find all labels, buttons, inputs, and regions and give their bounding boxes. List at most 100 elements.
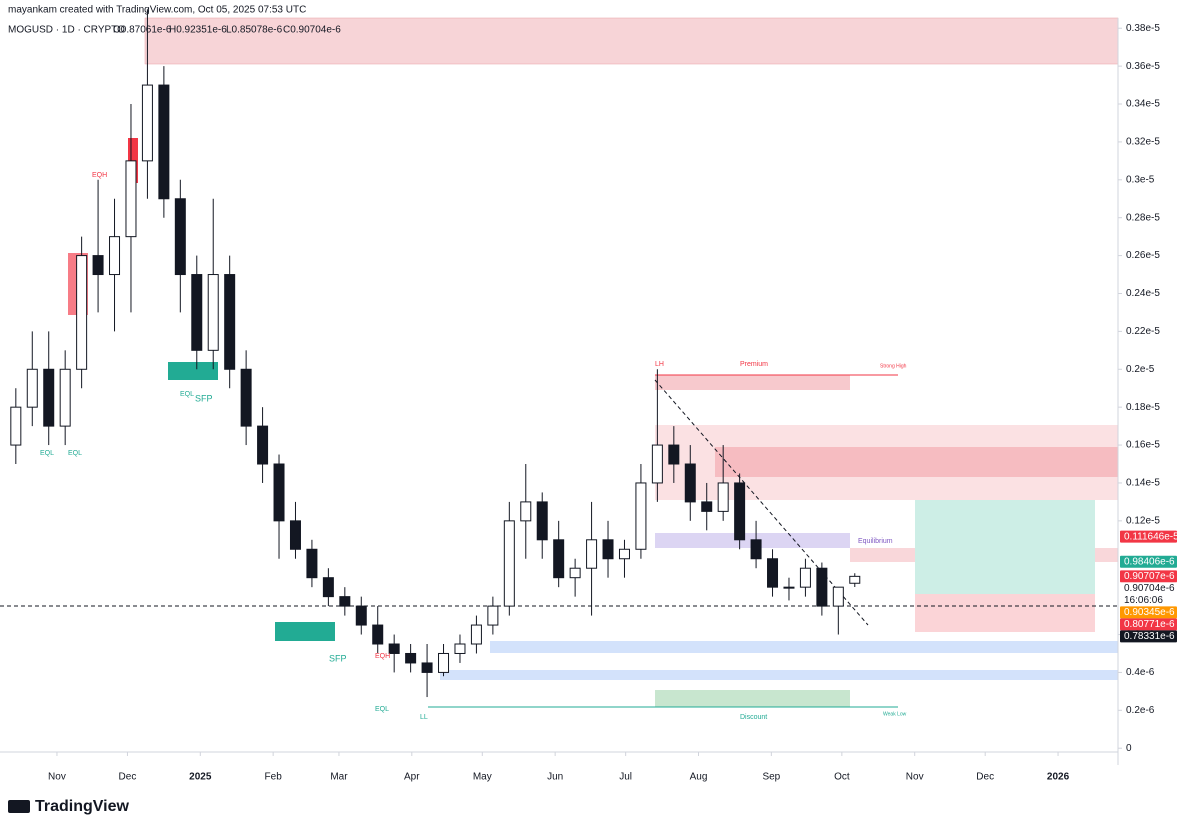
x-tick-label: Apr [404, 772, 420, 783]
annotation: Strong High [880, 363, 907, 369]
annotation: LL [420, 714, 428, 721]
candle-body [306, 548, 318, 579]
symbol: MOGUSD · 1D · CRYPTO [8, 25, 125, 36]
candle-body [92, 255, 104, 276]
y-tick-label: 0.34e-5 [1126, 99, 1160, 110]
y-tick-label: 0.2e-6 [1126, 705, 1155, 716]
annotation: EQL [40, 450, 54, 457]
candle-body [586, 539, 598, 569]
x-tick-label: Dec [976, 772, 994, 783]
candle-body [355, 605, 367, 626]
x-tick-label: Aug [690, 772, 708, 783]
candle-body [602, 539, 614, 560]
x-tick-label: May [473, 772, 492, 783]
price-tag-label: 0.80771e-6 [1124, 619, 1175, 630]
ohlc: H0.92351e-6 [169, 25, 227, 36]
annotation: Premium [740, 361, 768, 368]
price-tag [1120, 618, 1177, 631]
candle-body [569, 567, 581, 579]
price-tag [1120, 582, 1177, 595]
y-tick-label: 0.4e-6 [1126, 667, 1155, 678]
price-tag-label: 0.78331e-6 [1124, 631, 1175, 642]
candle-body [43, 368, 55, 427]
y-tick-label: 0.16e-5 [1126, 440, 1160, 451]
candle-body [470, 624, 482, 645]
zone [655, 375, 850, 390]
candle-body [734, 482, 746, 541]
y-tick-label: 0.12e-5 [1126, 515, 1160, 526]
y-tick-label: 0.24e-5 [1126, 288, 1160, 299]
candle-body [767, 558, 779, 588]
candle-body [684, 463, 696, 503]
x-tick-label: Oct [834, 772, 850, 783]
long-target [915, 500, 1095, 594]
price-tag-label: 0.90707e-6 [1124, 571, 1175, 582]
y-tick-label: 0.2e-5 [1126, 364, 1155, 375]
candle-body [701, 501, 713, 512]
annotation: SFP [329, 653, 347, 663]
candle-body [240, 368, 252, 427]
y-tick-label: 0.3e-5 [1126, 174, 1155, 185]
candle-body [388, 643, 400, 654]
ohlc: O0.87061e-6 [113, 25, 172, 36]
candle-body [849, 575, 861, 584]
candle-body [289, 520, 301, 550]
candle-body [536, 501, 548, 541]
y-tick-label: 0.28e-5 [1126, 212, 1160, 223]
candle-body [322, 577, 334, 598]
y-tick-label: 0 [1126, 743, 1132, 754]
candle-body [158, 84, 170, 200]
y-tick-label: 0.18e-5 [1126, 402, 1160, 413]
y-tick-label: 0.26e-5 [1126, 250, 1160, 261]
x-tick-label: Sep [762, 772, 780, 783]
y-tick-label: 0.36e-5 [1126, 61, 1160, 72]
price-tag [1120, 606, 1177, 619]
price-tag-label: 0.90345e-6 [1124, 607, 1175, 618]
zone [655, 690, 850, 707]
price-tag-label: 16:06:06 [1124, 595, 1163, 606]
candle-body [750, 539, 762, 560]
zone [144, 17, 1119, 65]
candle-body [141, 84, 153, 162]
x-tick-label: Dec [119, 772, 137, 783]
zone [168, 362, 218, 380]
annotation: EQH [92, 172, 107, 179]
annotation: SFP [195, 393, 213, 403]
candle-body [26, 368, 38, 408]
annotation: EQL [375, 706, 389, 713]
x-tick-label: Nov [48, 772, 66, 783]
candle-body [503, 520, 515, 607]
price-tag [1120, 570, 1177, 583]
candle-body [10, 406, 22, 446]
candle-body [339, 596, 351, 607]
zone [440, 670, 1118, 680]
candle-body [520, 501, 532, 522]
candle-body [799, 567, 811, 588]
credit: mayankam created with TradingView.com, O… [8, 5, 306, 16]
candle-body [174, 198, 186, 276]
candle-body [438, 652, 450, 673]
zone [490, 641, 1118, 653]
annotation: Weak Low [883, 711, 907, 717]
price-tag [1120, 530, 1177, 543]
x-tick-label: Jun [547, 772, 563, 783]
candle-body [651, 444, 663, 484]
candle-body [191, 274, 203, 351]
candle-body [618, 548, 630, 560]
candle-body [816, 567, 828, 607]
candle-body [76, 255, 88, 370]
annotation: LH [655, 361, 664, 368]
candle-body [59, 368, 71, 427]
annotation: EQL [180, 391, 194, 398]
candle-body [257, 425, 269, 465]
ohlc: L0.85078e-6 [226, 25, 283, 36]
price-tag-label: 0.111646e-5 [1124, 531, 1179, 542]
zone [715, 447, 1118, 477]
trend-line [654, 379, 869, 626]
price-tag [1120, 555, 1177, 568]
logo-icon [8, 800, 30, 813]
ohlc: C0.90704e-6 [283, 25, 341, 36]
logo: TradingView [35, 798, 130, 815]
x-tick-label: Feb [265, 772, 283, 783]
